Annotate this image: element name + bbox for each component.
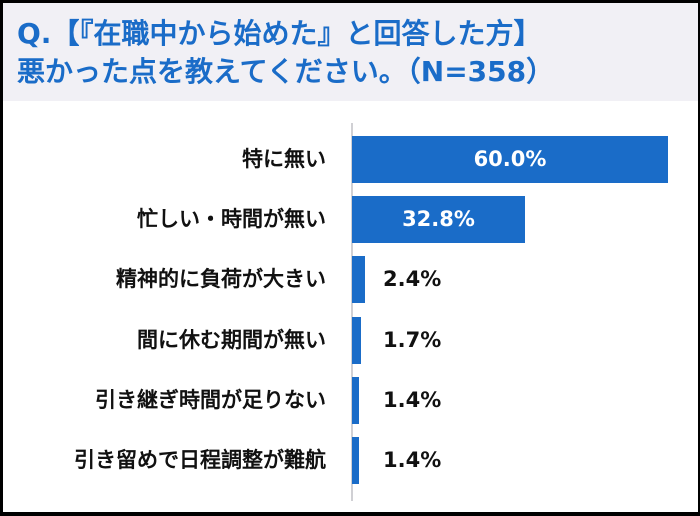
chart-frame: Q.【『在職中から始めた』と回答した方】 悪かった点を教えてください。（N=35… — [3, 3, 698, 512]
category-label: 引き留めで日程調整が難航 — [74, 448, 326, 472]
category-label: 精神的に負荷が大きい — [116, 267, 326, 291]
chart-title-line-2: 悪かった点を教えてください。（N=358） — [17, 55, 555, 88]
chart-title-line-1: Q.【『在職中から始めた』と回答した方】 — [17, 17, 542, 50]
bar — [352, 136, 668, 183]
chart-header: Q.【『在職中から始めた』と回答した方】 悪かった点を教えてください。（N=35… — [3, 3, 698, 101]
category-label: 忙しい・時間が無い — [137, 207, 326, 231]
category-label: 特に無い — [242, 147, 326, 171]
bar — [352, 196, 525, 243]
bar-value-label: 32.8% — [402, 207, 475, 231]
bar — [352, 317, 361, 364]
bar-value-label: 1.4% — [383, 388, 442, 412]
bar — [352, 256, 365, 303]
bar — [352, 377, 359, 424]
category-axis-line — [351, 123, 353, 501]
category-label: 引き継ぎ時間が足りない — [95, 388, 326, 412]
bar-value-label: 1.4% — [383, 448, 442, 472]
category-label: 間に休む期間が無い — [137, 328, 326, 352]
bar — [352, 437, 359, 484]
bar-value-label: 1.7% — [383, 328, 442, 352]
bar-value-label: 2.4% — [383, 267, 442, 291]
bar-value-label: 60.0% — [473, 147, 547, 171]
